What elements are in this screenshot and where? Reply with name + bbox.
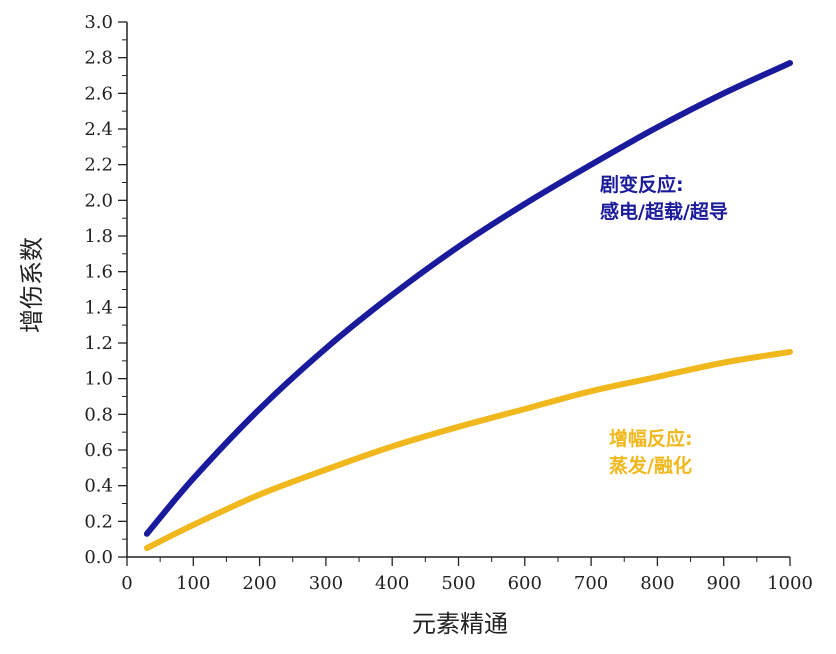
x-tick-label: 800 xyxy=(640,573,674,594)
series-label-transformative-line2: 感电/超载/超导 xyxy=(600,200,728,223)
y-tick-label: 0.8 xyxy=(84,404,113,425)
x-axis-title: 元素精通 xyxy=(412,610,508,638)
series-line-0 xyxy=(143,60,793,537)
x-tick-label: 900 xyxy=(707,573,741,594)
x-tick-label: 400 xyxy=(375,573,409,594)
x-tick-label: 600 xyxy=(508,573,542,594)
y-tick-label: 0.4 xyxy=(84,476,113,497)
series-label-transformative-line1: 剧变反应: xyxy=(600,173,684,196)
x-axis-ticks: 0 100 200 300 400 500 600 700 800 900 1000 xyxy=(121,557,813,594)
y-tick-label: 1.6 xyxy=(84,262,113,283)
series-label-amplifying-line1: 增幅反应: xyxy=(609,427,693,450)
y-tick-label: 0.2 xyxy=(84,511,113,532)
series-line-1 xyxy=(143,348,793,552)
y-axis-ticks: 0.0 0.2 0.4 0.6 0.8 1.0 1.2 1.4 1.6 1.8 2.0 2.2 2.4 2… xyxy=(84,12,127,568)
y-tick-label: 1.4 xyxy=(84,297,113,318)
x-tick-label: 300 xyxy=(309,573,343,594)
x-tick-label: 700 xyxy=(574,573,608,594)
x-tick-label: 0 xyxy=(121,573,132,594)
y-tick-label: 2.8 xyxy=(84,48,113,69)
y-tick-label: 3.0 xyxy=(84,12,113,33)
series-label-amplifying-line2: 蒸发/融化 xyxy=(609,454,692,477)
y-tick-label: 1.8 xyxy=(84,226,113,247)
x-tick-label: 200 xyxy=(242,573,276,594)
y-tick-label: 0.6 xyxy=(84,440,113,461)
y-tick-label: 1.0 xyxy=(84,369,113,390)
series-lines xyxy=(143,60,793,552)
y-tick-label: 2.0 xyxy=(84,190,113,211)
y-tick-label: 1.2 xyxy=(84,333,113,354)
x-tick-label: 1000 xyxy=(767,573,813,594)
y-tick-label: 0.0 xyxy=(84,547,113,568)
y-tick-label: 2.2 xyxy=(84,155,113,176)
y-tick-label: 2.4 xyxy=(84,119,113,140)
y-axis-title: 增伤系数 xyxy=(18,237,46,333)
y-tick-label: 2.6 xyxy=(84,83,113,104)
x-tick-label: 500 xyxy=(441,573,475,594)
x-tick-label: 100 xyxy=(176,573,210,594)
